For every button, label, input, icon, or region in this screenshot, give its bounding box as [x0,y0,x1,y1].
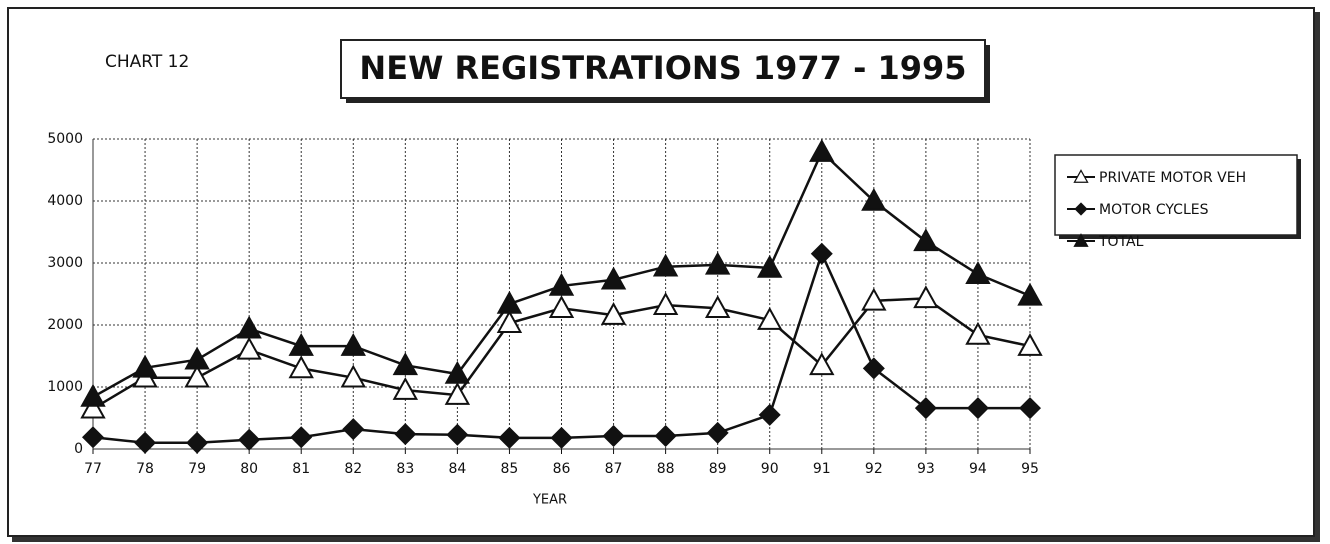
marker [186,431,209,454]
x-tick-label: 94 [969,461,987,477]
x-tick-label: 87 [605,461,623,477]
marker [758,403,781,426]
y-tick-label: 2000 [47,317,83,333]
marker [80,395,106,419]
marker [132,354,158,378]
legend-label: MOTOR CYCLES [1099,202,1209,218]
legend-marker [1073,233,1089,247]
x-tick-label: 90 [761,461,779,477]
marker [392,377,419,400]
x-tick-label: 91 [813,461,831,477]
marker [704,251,731,275]
marker [392,352,419,376]
x-tick-label: 82 [344,461,362,477]
marker [913,228,939,252]
x-tick-label: 88 [657,461,675,477]
marker [394,423,417,446]
x-tick-label: 78 [136,461,154,477]
y-tick-label: 3000 [47,255,83,271]
y-tick-label: 1000 [47,379,83,395]
legend [1054,154,1298,236]
y-tick-label: 5000 [47,131,83,147]
marker [80,383,106,407]
marker [600,266,627,290]
marker [288,333,314,356]
marker [496,310,523,333]
marker [861,287,887,311]
x-axis-label: YEAR [532,493,567,508]
x-tick-label: 79 [188,461,206,477]
marker [862,357,885,380]
marker [1017,333,1043,356]
marker [652,253,679,277]
marker [290,426,313,449]
marker [236,336,262,360]
y-tick-label: 0 [74,441,83,457]
marker [602,424,625,447]
marker [966,397,989,420]
marker [965,321,991,345]
x-tick-label: 81 [292,461,310,477]
marker [654,424,677,447]
marker [1017,282,1043,306]
y-tick-label: 4000 [47,193,83,209]
x-tick-label: 93 [917,461,935,477]
x-tick-label: 84 [448,461,466,477]
marker [757,306,783,330]
marker [810,242,833,265]
marker [134,431,157,454]
marker [652,292,679,315]
marker [288,355,314,379]
marker [340,364,366,388]
legend-marker [1073,169,1089,183]
marker [444,360,471,384]
marker [446,423,469,446]
marker [238,428,261,451]
legend-label: PRIVATE MOTOR VEH [1099,170,1246,186]
marker [965,261,991,284]
legend-label: TOTAL [1098,234,1144,250]
marker [704,295,731,319]
marker [496,290,523,314]
marker [184,346,210,370]
marker [913,285,939,309]
marker [861,187,887,211]
marker [184,364,210,388]
marker [340,333,366,356]
title-box [340,39,986,99]
marker [444,382,471,405]
marker [914,397,937,420]
marker [498,426,521,449]
marker [809,352,835,376]
marker [236,315,262,339]
x-tick-label: 92 [865,461,883,477]
marker [1019,397,1041,420]
marker [342,418,365,441]
chart-title: NEW REGISTRATIONS 1977 - 1995 [359,49,966,87]
x-tick-label: 85 [501,461,519,477]
marker [809,138,835,162]
x-tick-label: 89 [709,461,727,477]
marker [548,295,575,319]
marker [600,302,627,325]
marker [757,254,783,278]
marker [706,421,729,444]
x-tick-label: 95 [1021,461,1039,477]
x-tick-label: 86 [553,461,571,477]
marker [548,272,575,296]
x-tick-label: 83 [396,461,414,477]
x-tick-label: 80 [240,461,258,477]
marker [550,426,573,449]
marker [82,426,104,449]
chart-label: CHART 12 [105,52,189,72]
x-tick-label: 77 [84,461,102,477]
